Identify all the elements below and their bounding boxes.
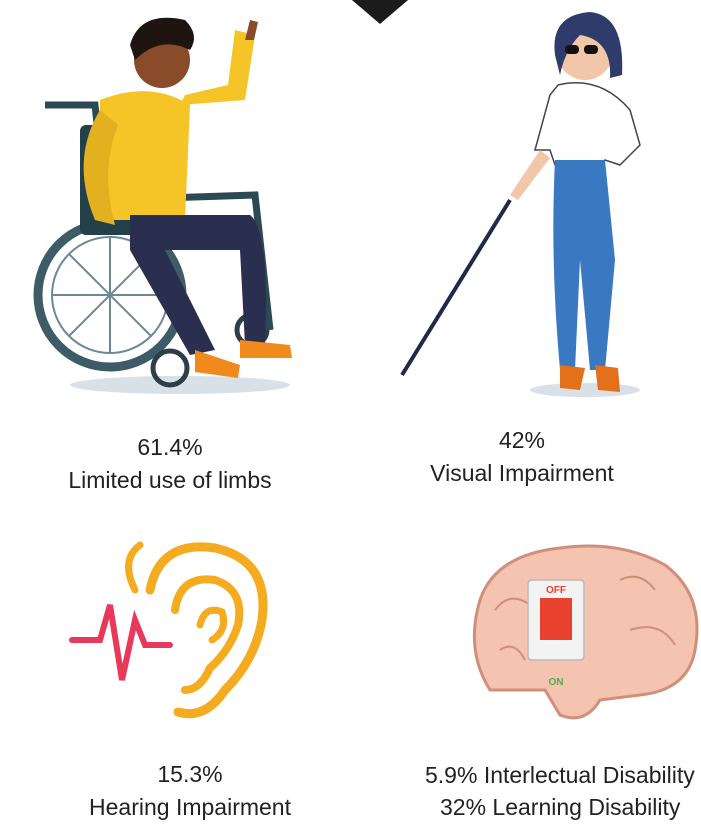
learning-illustration: OFF ON (472, 544, 699, 720)
svg-text:ON: ON (549, 677, 564, 688)
svg-text:OFF: OFF (546, 585, 566, 596)
stat-value: 15.3% (157, 761, 222, 787)
hearing-illustration (69, 541, 268, 719)
stat-line: 32% Learning Disability (440, 794, 681, 820)
stat-label: Visual Impairment (430, 460, 614, 486)
stat-label: Limited use of limbs (68, 467, 271, 493)
stat-label: Hearing Impairment (89, 794, 292, 820)
stat-value: 61.4% (137, 434, 202, 460)
pointer (352, 0, 408, 24)
wheelchair-illustration (33, 17, 292, 394)
stat-line: 5.9% Interlectual Disability (425, 762, 695, 788)
visual-impairment-illustration (400, 12, 641, 397)
stat-value: 42% (499, 427, 545, 453)
